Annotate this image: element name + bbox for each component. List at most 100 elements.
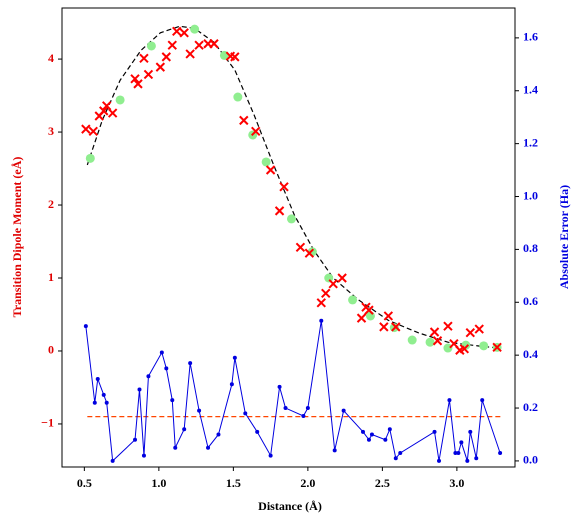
y-tick-label: 1 xyxy=(48,270,54,284)
cross xyxy=(391,322,401,332)
error-dot xyxy=(480,398,485,403)
cross xyxy=(230,52,240,62)
cross xyxy=(167,40,177,50)
dot xyxy=(407,335,417,345)
error-dot xyxy=(141,453,146,458)
dot xyxy=(146,41,156,51)
error-dot xyxy=(137,387,142,392)
dot xyxy=(479,341,489,351)
dot xyxy=(286,214,296,224)
error-dot xyxy=(229,382,234,387)
x-axis-label: Distance (Å) xyxy=(258,499,322,513)
y2-tick-label: 0.0 xyxy=(523,453,538,467)
cross xyxy=(321,288,331,299)
dot xyxy=(443,343,453,353)
error-dot xyxy=(101,392,106,397)
dot xyxy=(233,92,243,102)
error-dot xyxy=(361,429,366,434)
error-dot xyxy=(104,400,109,405)
x-tick-label: 1.5 xyxy=(226,476,241,490)
cross xyxy=(143,69,154,80)
cross xyxy=(130,74,140,84)
cross xyxy=(295,242,306,253)
cross xyxy=(251,126,261,137)
y-tick-label: 2 xyxy=(48,197,54,211)
error-dot xyxy=(383,437,388,442)
y-axis-label: Transition Dipole Moment (eÅ) xyxy=(10,157,24,318)
error-dot xyxy=(164,366,169,371)
error-dot xyxy=(332,448,337,453)
dot xyxy=(85,153,95,163)
cross xyxy=(443,321,453,331)
dot xyxy=(115,95,125,105)
cross xyxy=(328,279,338,289)
error-dot xyxy=(468,429,473,434)
dot xyxy=(348,295,358,305)
x-tick-label: 1.0 xyxy=(151,476,166,490)
cross xyxy=(459,344,470,354)
cross xyxy=(179,28,189,38)
cross xyxy=(133,79,143,89)
y2-tick-label: 1.0 xyxy=(523,188,538,202)
error-dot xyxy=(83,324,88,329)
y2-axis-label: Absolute Error (Ha) xyxy=(557,185,571,289)
cross xyxy=(304,248,315,258)
cross xyxy=(465,328,476,338)
error-dot xyxy=(216,432,221,437)
cross xyxy=(474,324,484,334)
cross xyxy=(432,336,443,346)
x-tick-label: 2.0 xyxy=(300,476,315,490)
dot xyxy=(190,24,200,34)
dot xyxy=(425,337,435,347)
y2-tick-label: 1.6 xyxy=(523,30,538,44)
cross xyxy=(194,40,204,50)
cross xyxy=(107,108,118,118)
y-tick-label: 3 xyxy=(48,124,54,138)
error-dot xyxy=(459,440,464,445)
cross xyxy=(279,182,289,192)
error-dot xyxy=(456,450,461,455)
error-dot xyxy=(283,406,288,411)
cross xyxy=(274,206,285,216)
cross xyxy=(88,126,98,137)
error-dot xyxy=(319,318,324,323)
error-dot xyxy=(255,429,260,434)
error-dot xyxy=(393,456,398,461)
error-dot xyxy=(232,355,237,360)
y-tick-label: −1 xyxy=(41,416,54,430)
error-dot xyxy=(277,384,282,389)
error-dot xyxy=(301,413,306,418)
error-dot xyxy=(182,427,187,432)
error-dot xyxy=(159,350,164,355)
error-dot xyxy=(366,437,371,442)
cross xyxy=(185,49,195,59)
y-tick-label: 0 xyxy=(48,343,54,357)
error-dot xyxy=(170,398,175,403)
y2-tick-label: 0.4 xyxy=(523,347,538,361)
error-dot xyxy=(437,458,442,463)
cross xyxy=(265,165,276,175)
x-tick-label: 3.0 xyxy=(449,476,464,490)
cross xyxy=(429,327,440,337)
error-dot xyxy=(498,450,503,455)
y2-tick-label: 0.2 xyxy=(523,400,538,414)
error-dot xyxy=(243,411,248,416)
y2-tick-label: 0.6 xyxy=(523,294,538,308)
plot-frame xyxy=(61,7,516,468)
cross xyxy=(139,53,149,64)
cross xyxy=(239,115,249,126)
dot xyxy=(261,157,271,167)
cross xyxy=(379,322,389,332)
error-dot xyxy=(188,361,193,366)
x-tick-label: 0.5 xyxy=(77,476,92,490)
y-tick-label: 4 xyxy=(48,51,54,65)
cross xyxy=(383,311,394,321)
error-dot xyxy=(369,432,374,437)
error-dot xyxy=(110,458,115,463)
y2-tick-label: 1.4 xyxy=(523,83,538,97)
error-dot xyxy=(341,408,346,413)
error-dot xyxy=(133,437,138,442)
error-dot xyxy=(453,450,458,455)
